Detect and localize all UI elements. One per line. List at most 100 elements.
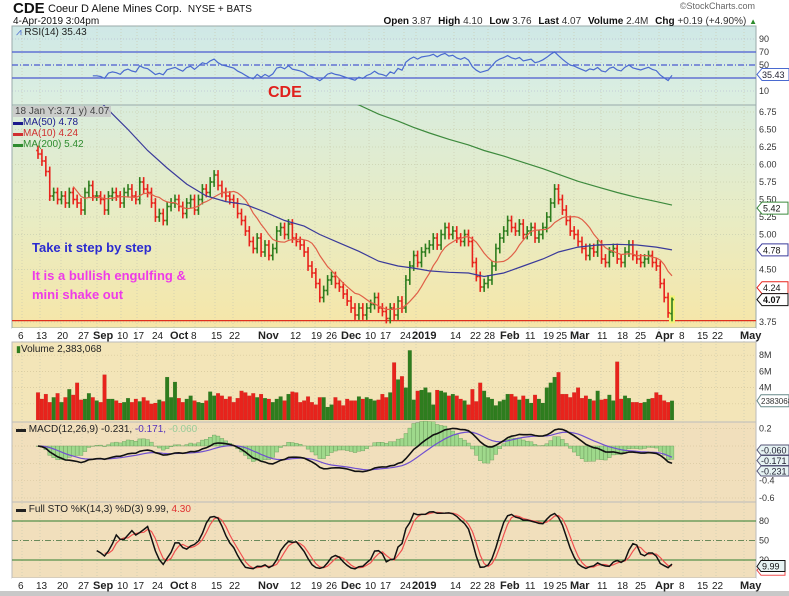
volume-bar: [517, 399, 522, 421]
sto-k-value: 9.99,: [146, 504, 169, 515]
date-label-top: 8: [679, 331, 685, 342]
volume-bar: [384, 397, 389, 421]
high-label: High: [438, 16, 461, 27]
volume-bar: [376, 399, 381, 421]
date-label-bottom: 11: [597, 581, 608, 592]
volume-bar: [337, 400, 342, 421]
legend-ma10: ▬MA(10) 4.24: [13, 128, 79, 139]
volume-bar: [90, 397, 95, 421]
price-bar: [282, 222, 287, 240]
crosshair-readout: 18 Jan Y:3.71 y) 4.07: [13, 106, 112, 117]
macd-histogram-bar: [102, 445, 107, 447]
date-label-top: 11: [597, 331, 608, 342]
price-bar: [447, 222, 451, 240]
date-label-top: May: [740, 330, 762, 342]
date-label-bottom: 14: [450, 581, 462, 592]
price-bar: [47, 166, 52, 201]
volume-bar: [407, 350, 412, 421]
volume-bar: [458, 398, 463, 421]
price-bar: [513, 222, 518, 236]
macd-histogram-bar: [125, 439, 131, 447]
price-bar: [466, 229, 471, 247]
macd-histogram-bar: [78, 445, 84, 456]
macd-histogram-bar: [458, 438, 463, 447]
price-bar: [552, 184, 557, 208]
volume-bar: [411, 399, 416, 421]
volume-bar: [540, 402, 545, 421]
date-label-top: 10: [117, 331, 129, 342]
macd-histogram-bar: [110, 442, 115, 447]
price-bar: [486, 275, 490, 289]
macd-histogram-bar: [544, 443, 549, 447]
price-bar: [216, 170, 220, 191]
stockcharts-brand[interactable]: ©StockCharts.com: [679, 1, 755, 11]
macd-legend: ▬ MACD(12,26,9) -0.231, -0.171, -0.060: [16, 424, 197, 435]
price-bar: [44, 156, 48, 177]
macd-histogram-bar: [568, 445, 573, 449]
ma50-tag-box: [756, 243, 789, 257]
date-label-bottom: Sep: [93, 580, 113, 592]
price-bar: [494, 243, 498, 271]
volume-bar: [118, 402, 123, 421]
macd-histogram-bar: [98, 444, 103, 447]
volume-bar: [286, 393, 291, 421]
volume-bar: [399, 376, 405, 421]
macd-histogram-bar: [517, 437, 522, 447]
volume-bar: [208, 391, 213, 421]
price-bar: [376, 292, 381, 313]
macd-histogram-bar: [321, 445, 326, 459]
macd-histogram-bar: [270, 445, 275, 458]
price-bar: [650, 250, 655, 268]
low-value: 3.76: [512, 16, 532, 27]
date-label-bottom: 25: [556, 581, 568, 592]
price-bar: [619, 254, 623, 268]
price-bar: [239, 208, 244, 226]
macd-histogram-bar: [603, 445, 608, 461]
price-bar: [345, 289, 349, 306]
volume-bar: [564, 393, 569, 421]
date-label-top: 28: [484, 331, 496, 342]
volume-bar: [239, 390, 244, 421]
macd-histogram-bar: [501, 443, 506, 447]
price-bar: [580, 236, 584, 254]
rsi-tag: 35.43: [762, 70, 785, 80]
macd-histogram-bar: [497, 445, 502, 449]
volume-bar: [572, 392, 577, 421]
volume-bar: [47, 402, 52, 421]
date-label-bottom: May: [740, 580, 762, 592]
price-bar: [548, 198, 553, 222]
price-bar: [470, 236, 475, 268]
price-bar: [564, 205, 569, 226]
volume-bar: [188, 395, 193, 421]
price-bar: [286, 219, 291, 240]
price-bar: [560, 194, 565, 215]
price-bar: [274, 226, 279, 254]
volume-bar: [388, 392, 393, 421]
rsi-tag-box: [756, 67, 789, 81]
price-bar: [321, 285, 326, 303]
price-bar: [263, 240, 267, 257]
date-label-bottom: Dec: [341, 580, 361, 592]
date-label-bottom: 10: [117, 581, 129, 592]
date-label-bottom: Nov: [258, 580, 280, 592]
date-label-bottom: 8: [191, 581, 197, 592]
price-tick-label: 5.25: [759, 212, 777, 222]
price-tick-label: 5.00: [759, 230, 777, 240]
rsi-tick-label: 70: [759, 47, 769, 57]
sto-tick-label: 50: [759, 536, 769, 546]
price-bar: [482, 278, 486, 292]
date-label-bottom: 15: [697, 581, 709, 592]
volume-bar: [82, 398, 88, 421]
price-bar: [431, 233, 436, 250]
date-label-bottom: Apr: [655, 580, 675, 592]
price-bar: [623, 247, 627, 268]
date-label-top: Oct: [170, 330, 189, 342]
price-bar: [306, 247, 310, 271]
price-bar: [435, 233, 439, 250]
volume-bar: [486, 397, 491, 421]
volume-bar: [305, 396, 311, 421]
volume-bar: [579, 397, 585, 421]
macd-histogram-bar: [364, 445, 369, 449]
macd-histogram-bar: [356, 445, 362, 452]
date-label-bottom: 2019: [412, 580, 436, 592]
